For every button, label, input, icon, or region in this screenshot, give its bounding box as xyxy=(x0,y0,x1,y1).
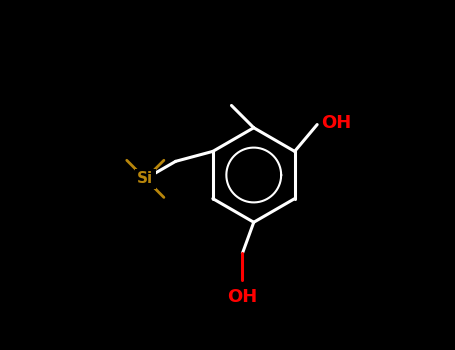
Text: Si: Si xyxy=(137,172,153,186)
Text: OH: OH xyxy=(321,114,352,132)
Text: OH: OH xyxy=(227,288,258,307)
